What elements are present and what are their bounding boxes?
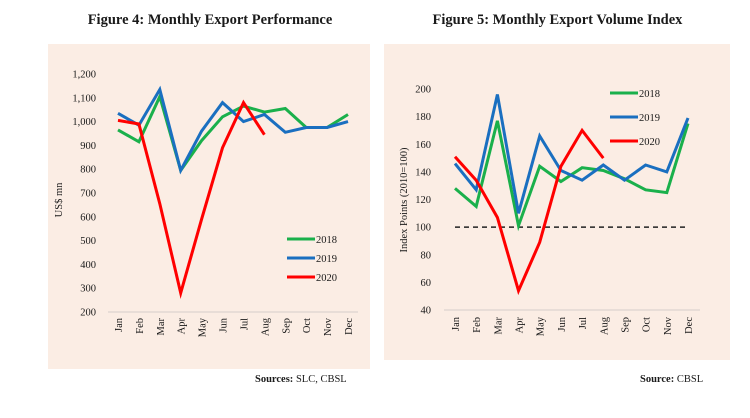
y-tick-label: 700 bbox=[80, 189, 96, 200]
x-tick-label: Jul bbox=[578, 317, 589, 329]
series-line-2020 bbox=[453, 127, 605, 296]
y-tick-label: 80 bbox=[421, 250, 432, 261]
x-tick-label: May bbox=[536, 316, 547, 336]
legend-label-2018: 2018 bbox=[639, 89, 660, 100]
x-tick-label: Sep bbox=[281, 318, 292, 334]
y-tick-label: 160 bbox=[415, 140, 431, 151]
source-text: CBSL bbox=[674, 374, 704, 385]
series-line-2018 bbox=[117, 92, 349, 174]
y-tick-label: 1,100 bbox=[72, 93, 96, 104]
figure-5-source: Source: CBSL bbox=[640, 374, 703, 385]
x-tick-label: Apr bbox=[515, 317, 526, 334]
legend-label-2019: 2019 bbox=[639, 113, 660, 124]
y-tick-label: 180 bbox=[415, 112, 431, 123]
series-line-2019 bbox=[117, 85, 349, 175]
legend-label-2018: 2018 bbox=[316, 235, 337, 246]
y-tick-label: 600 bbox=[80, 212, 96, 223]
x-tick-label: Aug bbox=[260, 317, 271, 336]
y-tick-label: 200 bbox=[415, 85, 431, 96]
y-tick-label: 40 bbox=[421, 306, 432, 317]
x-tick-label: Feb bbox=[135, 318, 146, 334]
figure-4-chart: 200 300 400 500 600 700 800 900 1,000 1,100 1,200 U… bbox=[54, 70, 358, 337]
x-tick-label: Oct bbox=[302, 318, 313, 333]
figure-4-title: Figure 4: Monthly Export Performance bbox=[87, 12, 333, 28]
figure-5-panel bbox=[384, 44, 730, 360]
y-axis-label: US$ mn bbox=[54, 182, 65, 217]
x-tick-label: Jan bbox=[451, 316, 462, 331]
legend-label-2019: 2019 bbox=[316, 254, 337, 265]
x-tick-label: Jul bbox=[239, 318, 250, 330]
x-tick-label: Aug bbox=[599, 316, 610, 335]
source-label: Sources: bbox=[255, 374, 294, 385]
y-tick-label: 120 bbox=[415, 195, 431, 206]
x-tick-label: Jan bbox=[114, 317, 125, 332]
y-tick-label: 1,000 bbox=[72, 117, 96, 128]
x-tick-label: Mar bbox=[156, 318, 167, 336]
legend-label-2020: 2020 bbox=[639, 137, 660, 148]
x-tick-label: Jun bbox=[557, 316, 568, 331]
legend-label-2020: 2020 bbox=[316, 273, 337, 284]
x-tick-label: Oct bbox=[642, 317, 653, 332]
y-axis-label: Index Points (2010=100) bbox=[399, 147, 410, 253]
y-tick-label: 900 bbox=[80, 141, 96, 152]
x-tick-label: May bbox=[198, 317, 209, 337]
source-text: SLC, CBSL bbox=[293, 374, 347, 385]
figure-5-chart: 40 60 80 100 120 140 160 180 200 Index Points (20… bbox=[399, 85, 700, 336]
y-tick-label: 140 bbox=[415, 167, 431, 178]
x-tick-label: Jun bbox=[219, 317, 230, 332]
y-tick-label: 400 bbox=[80, 260, 96, 271]
source-label: Source: bbox=[640, 374, 675, 385]
x-tick-label: Dec bbox=[684, 317, 695, 334]
x-tick-label: Nov bbox=[663, 316, 674, 335]
y-tick-label: 300 bbox=[80, 284, 96, 295]
y-tick-label: 500 bbox=[80, 236, 96, 247]
x-tick-label: Mar bbox=[493, 317, 504, 335]
figure-4-panel bbox=[48, 44, 370, 369]
x-tick-label: Apr bbox=[177, 318, 188, 335]
y-tick-label: 800 bbox=[80, 165, 96, 176]
y-tick-label: 200 bbox=[80, 308, 96, 319]
series-line-2019 bbox=[453, 94, 690, 214]
x-tick-label: Nov bbox=[323, 317, 334, 336]
series-line-2020 bbox=[117, 99, 266, 299]
figure-4-source: Sources: SLC, CBSL bbox=[255, 374, 347, 385]
y-tick-label: 1,200 bbox=[72, 70, 96, 81]
y-tick-label: 100 bbox=[415, 223, 431, 234]
y-tick-label: 60 bbox=[421, 278, 432, 289]
x-tick-label: Dec bbox=[344, 318, 355, 335]
figure-5-title: Figure 5: Monthly Export Volume Index bbox=[432, 12, 683, 28]
x-tick-label: Feb bbox=[472, 317, 483, 333]
x-tick-label: Sep bbox=[620, 317, 631, 333]
